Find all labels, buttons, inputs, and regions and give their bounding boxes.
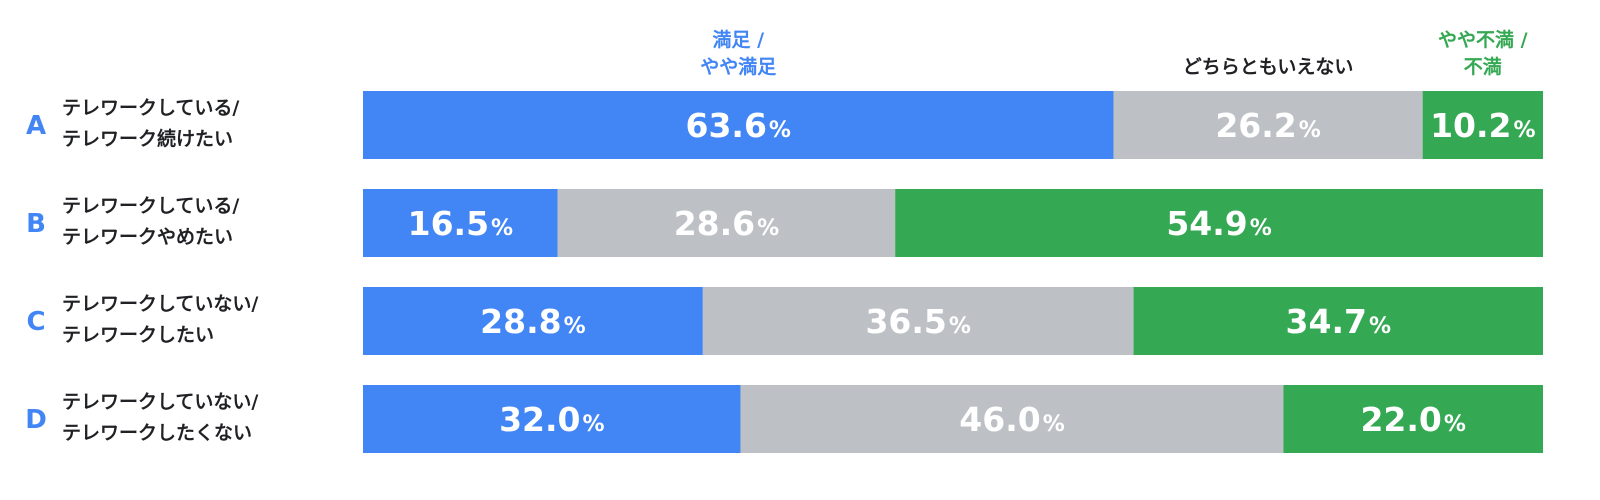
row-label-D-line-0: テレワークしていない/ bbox=[62, 391, 258, 413]
bar-D-dissatisfied bbox=[1283, 385, 1543, 453]
value-label-B-dissatisfied: 54.9% bbox=[1166, 204, 1271, 243]
value-label-A-satisfied: 63.6% bbox=[686, 106, 791, 145]
value-label-B-neutral: 28.6% bbox=[674, 204, 779, 243]
legend-dissatisfied-line-1: 不満 bbox=[1464, 56, 1502, 78]
value-label-A-dissatisfied: 10.2% bbox=[1430, 106, 1535, 145]
bar-C-satisfied bbox=[363, 287, 703, 355]
bar-D-neutral bbox=[740, 385, 1284, 453]
value-label-D-dissatisfied: 22.0% bbox=[1360, 400, 1465, 439]
row-label-B-line-0: テレワークしている/ bbox=[62, 195, 239, 217]
row-letter-D: D bbox=[25, 405, 47, 435]
value-label-D-satisfied: 32.0% bbox=[499, 400, 604, 439]
row-letter-C: C bbox=[26, 307, 45, 337]
bar-C-neutral bbox=[702, 287, 1134, 355]
bar-D-satisfied bbox=[363, 385, 741, 453]
legend-neutral-line-0: どちらともいえない bbox=[1183, 56, 1354, 78]
legend-dissatisfied-line-0: やや不満 / bbox=[1438, 29, 1528, 51]
row-label-A-line-1: テレワーク続けたい bbox=[62, 127, 233, 150]
row-label-B-line-1: テレワークやめたい bbox=[62, 226, 233, 248]
bar-B-neutral bbox=[557, 189, 896, 257]
value-label-C-neutral: 36.5% bbox=[865, 302, 970, 341]
legend-satisfied-line-0: 満足 / bbox=[712, 29, 764, 51]
bar-B-dissatisfied bbox=[895, 189, 1543, 257]
value-label-C-satisfied: 28.8% bbox=[480, 302, 585, 341]
row-label-D-line-1: テレワークしたくない bbox=[62, 422, 252, 444]
row-letter-A: A bbox=[26, 111, 46, 141]
row-label-A-line-0: テレワークしている/ bbox=[62, 97, 239, 119]
row-letter-B: B bbox=[26, 209, 46, 239]
row-label-C-line-0: テレワークしていない/ bbox=[62, 293, 258, 315]
legend-satisfied-line-1: やや満足 bbox=[700, 56, 777, 78]
value-label-B-satisfied: 16.5% bbox=[408, 204, 513, 243]
value-label-D-neutral: 46.0% bbox=[959, 400, 1064, 439]
bar-A-satisfied bbox=[363, 91, 1114, 159]
bar-A-dissatisfied bbox=[1422, 91, 1543, 159]
value-label-C-dissatisfied: 34.7% bbox=[1286, 302, 1391, 341]
bar-A-neutral bbox=[1113, 91, 1423, 159]
bar-B-satisfied bbox=[363, 189, 558, 257]
row-label-C-line-1: テレワークしたい bbox=[62, 324, 214, 346]
value-label-A-neutral: 26.2% bbox=[1215, 106, 1320, 145]
bar-C-dissatisfied bbox=[1133, 287, 1543, 355]
